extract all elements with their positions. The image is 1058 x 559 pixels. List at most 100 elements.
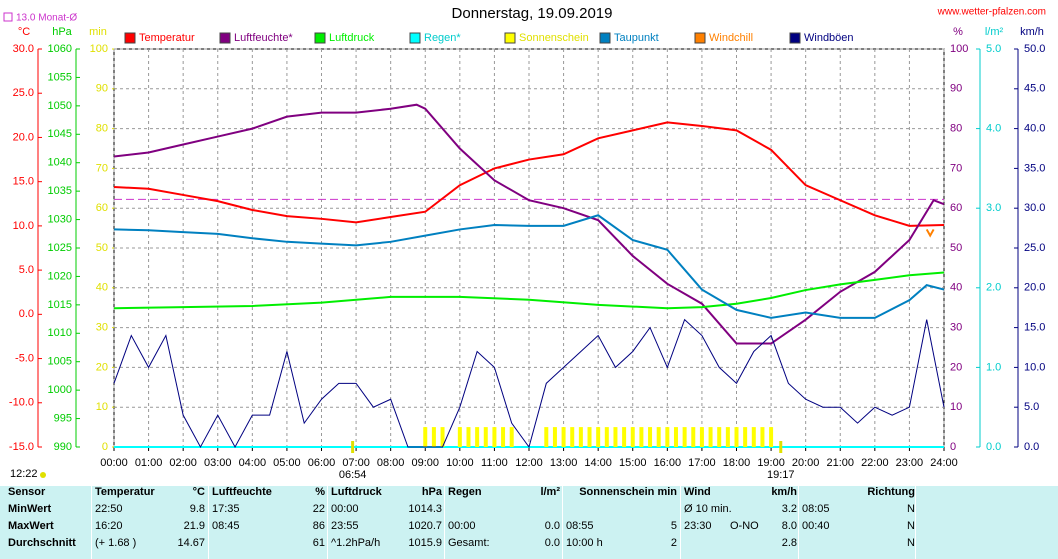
y-tick-label: 20.0 xyxy=(13,131,34,143)
y-tick-label: 90 xyxy=(96,83,108,95)
sun-bar xyxy=(604,427,609,447)
y-tick-label: 100 xyxy=(950,43,968,55)
table-cell: 3.2 xyxy=(781,503,797,515)
sun-bar xyxy=(648,427,653,447)
sun-bar xyxy=(673,427,678,447)
sun-bar xyxy=(717,427,722,447)
y-tick-label: 50 xyxy=(950,242,962,254)
table-cell: Temperatur xyxy=(95,486,155,498)
table-cell: N xyxy=(907,503,915,515)
y-tick-label: 0.0 xyxy=(19,308,34,320)
table-cell: 0.0 xyxy=(544,537,560,549)
moon-icon xyxy=(40,472,46,478)
legend-label: Windböen xyxy=(804,32,854,44)
table-cell: 08:55 xyxy=(566,520,594,532)
table-cell: Gesamt: xyxy=(448,537,490,549)
y-tick-label: 995 xyxy=(54,412,72,424)
table-cell: MinWert xyxy=(8,503,52,515)
table-cell: N xyxy=(907,520,915,532)
series-line xyxy=(113,214,945,319)
table-cell: Luftfeuchte xyxy=(212,486,272,498)
table-cell: Regen xyxy=(448,486,482,498)
sun-bar xyxy=(578,427,583,447)
y-tick-label: 60 xyxy=(950,202,962,214)
x-tick-label: 09:00 xyxy=(411,457,439,469)
legend-label: Taupunkt xyxy=(614,32,659,44)
x-tick-label: 10:00 xyxy=(446,457,474,469)
table-cell: MaxWert xyxy=(8,520,54,532)
y-tick-label: 10 xyxy=(96,401,108,413)
y-tick-label: 40 xyxy=(950,282,962,294)
y-tick-label: 1050 xyxy=(48,100,72,112)
table-cell: 86 xyxy=(312,520,325,532)
y-tick-label: 5.0 xyxy=(1024,401,1039,413)
x-tick-label: 23:00 xyxy=(896,457,924,469)
table-divider xyxy=(208,486,209,559)
y-tick-label: 0 xyxy=(102,441,108,453)
sun-bar xyxy=(475,427,480,447)
x-tick-label: 15:00 xyxy=(619,457,647,469)
y-tick-label: 0.0 xyxy=(986,441,1001,453)
sun-bar xyxy=(457,427,462,447)
sun-marker-label: 06:54 xyxy=(339,469,367,481)
table-cell: 22 xyxy=(312,503,325,515)
legend-swatch xyxy=(599,32,611,44)
y-tick-label: 1045 xyxy=(48,128,72,140)
table-cell: 00:40 xyxy=(802,520,830,532)
table-divider xyxy=(915,486,916,559)
sun-bar xyxy=(544,427,549,447)
legend-label: Sonnenschein xyxy=(519,32,589,44)
table-cell: Wind xyxy=(684,486,711,498)
y-tick-label: 35.0 xyxy=(1024,162,1045,174)
table-cell: Luftdruck xyxy=(331,486,382,498)
legend-swatch xyxy=(219,32,231,44)
table-divider xyxy=(91,486,92,559)
table-cell: ^1.2hPa/h xyxy=(331,537,381,549)
table-cell: (+ 1.68 ) xyxy=(95,537,137,549)
y-tick-label: 80 xyxy=(96,123,108,135)
y-tick-label: 1020 xyxy=(48,270,72,282)
y-tick-label: -15.0 xyxy=(9,441,34,453)
sun-bar xyxy=(734,427,739,447)
sun-bar xyxy=(492,427,497,447)
y-tick-label: 40 xyxy=(96,282,108,294)
table-cell: 17:35 xyxy=(212,503,240,515)
table-divider xyxy=(327,486,328,559)
y-tick-label: 60 xyxy=(96,202,108,214)
table-cell: 8.0 xyxy=(781,520,797,532)
x-tick-label: 16:00 xyxy=(654,457,682,469)
legend-swatch xyxy=(409,32,421,44)
table-cell: Sensor xyxy=(8,486,46,498)
table-cell: 00:00 xyxy=(331,503,359,515)
sun-bar xyxy=(769,427,774,447)
x-tick-label: 11:00 xyxy=(481,457,508,469)
y-tick-label: 25.0 xyxy=(1024,242,1045,254)
series-line xyxy=(925,228,935,238)
x-tick-label: 18:00 xyxy=(723,457,751,469)
table-cell: hPa xyxy=(421,486,442,498)
chart-title: Donnerstag, 19.09.2019 xyxy=(452,5,613,22)
sun-bar xyxy=(431,427,436,447)
table-cell: 22:50 xyxy=(95,503,123,515)
legend-swatch xyxy=(314,32,326,44)
table-cell: 1014.3 xyxy=(408,503,442,515)
axis-unit: % xyxy=(953,26,963,38)
table-divider xyxy=(680,486,681,559)
sun-bar xyxy=(708,427,713,447)
sun-bar xyxy=(639,427,644,447)
table-divider xyxy=(562,486,563,559)
table-cell: 08:45 xyxy=(212,520,240,532)
y-tick-label: 20.0 xyxy=(1024,282,1045,294)
y-tick-label: 990 xyxy=(54,441,72,453)
axis-unit: l/m² xyxy=(985,26,1004,38)
table-cell: 23:30 xyxy=(684,520,712,532)
table-cell: Richtung xyxy=(867,486,915,498)
y-tick-label: 70 xyxy=(96,162,108,174)
series-line xyxy=(113,271,945,310)
y-tick-label: 1.0 xyxy=(986,361,1001,373)
y-tick-label: 15.0 xyxy=(13,176,34,188)
sun-bar xyxy=(570,427,575,447)
x-tick-label: 14:00 xyxy=(584,457,612,469)
y-tick-label: 1030 xyxy=(48,213,72,225)
